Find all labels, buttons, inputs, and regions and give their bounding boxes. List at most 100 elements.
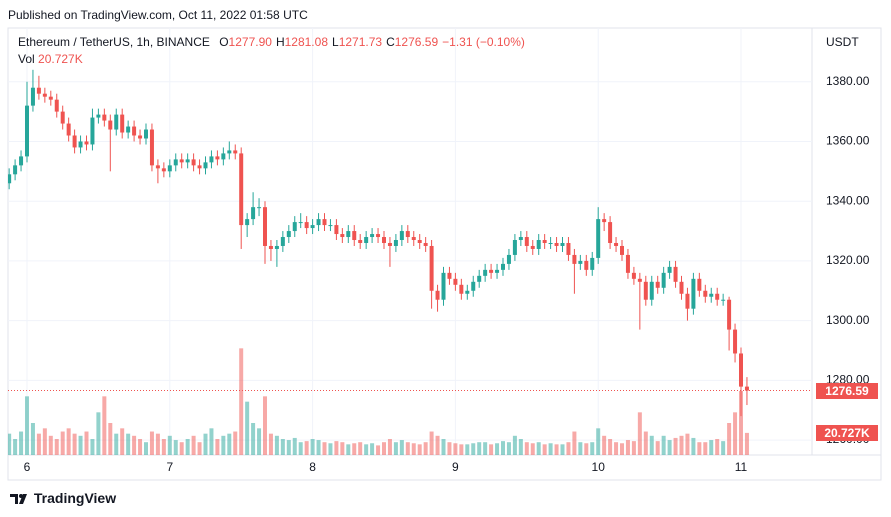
candle-body (179, 159, 184, 163)
volume-bar (114, 433, 119, 455)
candle-body (441, 272, 446, 300)
volume-bar (8, 433, 12, 455)
volume-bar (417, 444, 422, 455)
volume-bar (102, 396, 107, 455)
volume-bar (727, 423, 732, 455)
candle-body (506, 254, 511, 264)
ohlc-value: 1276.59 (394, 35, 439, 49)
volume-bar (536, 442, 541, 455)
candle-body (501, 263, 505, 270)
candle-body (405, 231, 410, 238)
candle-body (340, 234, 345, 238)
volume-bar (96, 412, 101, 455)
candle-body (8, 174, 12, 184)
candle-body (251, 207, 256, 220)
volume-bar (560, 444, 565, 455)
candle-body (102, 114, 107, 121)
candle-body (155, 165, 160, 169)
volume-bar (715, 439, 720, 455)
candle-body (560, 242, 565, 246)
volume-bar (197, 442, 202, 455)
candle-body (590, 257, 595, 270)
volume-bar (78, 435, 83, 455)
y-tick-label: 1340.00 (826, 193, 870, 207)
volume-bar (233, 431, 238, 455)
y-tick-label: 1320.00 (826, 253, 870, 267)
candle-body (477, 275, 482, 282)
candle-body (489, 269, 494, 273)
volume-bar (120, 428, 125, 455)
candle-body (132, 126, 137, 136)
candle-body (268, 245, 273, 249)
candle-body (566, 242, 571, 255)
candle-body (185, 159, 190, 163)
chart-frame (7, 27, 882, 481)
volume-bar (215, 439, 220, 455)
volume-bar (90, 439, 95, 455)
volume-bar (608, 439, 613, 455)
candle-body (316, 219, 321, 226)
volume-bar (352, 443, 357, 455)
candle-body (625, 254, 630, 273)
candle-body (72, 135, 77, 148)
candle-body (495, 269, 500, 273)
brand-logo[interactable]: TradingView (10, 490, 116, 506)
plot (8, 69, 749, 455)
candle-body (376, 234, 381, 238)
volume-bar (84, 431, 89, 455)
volume-bar (602, 435, 607, 455)
volume-bar (138, 439, 143, 455)
volume-bar (625, 440, 630, 455)
volume-bar (66, 428, 71, 455)
candle-body (554, 242, 559, 246)
volume-bar (263, 396, 267, 455)
volume-bar (13, 439, 18, 455)
candle-body (744, 386, 749, 391)
candle-body (602, 219, 607, 223)
candle-body (667, 266, 672, 273)
last-price-tag: 1276.59 (816, 382, 878, 399)
volume-bar (54, 439, 59, 455)
candle-body (703, 290, 708, 297)
candle-body (126, 126, 131, 133)
candle-body (60, 111, 65, 124)
candle-body (399, 231, 404, 241)
candle-body (584, 260, 589, 270)
volume-bar (423, 442, 428, 455)
candle-body (370, 234, 375, 238)
x-tick-label: 7 (166, 460, 173, 474)
candle-body (637, 278, 642, 282)
candle-body (673, 266, 678, 282)
symbol-legend: Ethereum / TetherUS, 1h, BINANCE O1277.9… (18, 35, 525, 49)
volume-bar (292, 437, 297, 455)
last-volume-tag: 20.727K (816, 424, 878, 441)
ohlc-change: −1.31 (−0.10%) (442, 35, 525, 49)
candle-body (655, 281, 660, 288)
volume-bar (274, 435, 279, 455)
candle-body (483, 269, 488, 276)
volume-bar (483, 442, 488, 455)
volume-bar (620, 443, 624, 455)
volume-bar (387, 439, 392, 455)
candle-body (173, 159, 178, 166)
candle-body (548, 242, 553, 244)
volume-bar (524, 442, 529, 455)
candle-body (453, 278, 458, 285)
volume-bar (673, 437, 678, 455)
volume-bar (334, 441, 339, 455)
candle-body (138, 135, 143, 139)
candle-body (739, 353, 743, 387)
candle-body (358, 240, 363, 243)
x-tick-label: 11 (735, 460, 748, 474)
volume-bar (251, 423, 256, 455)
candle-body (643, 281, 648, 300)
volume-bar (578, 442, 583, 455)
brand: TradingView (33, 490, 117, 506)
volume-bar (370, 443, 375, 455)
candle-body (364, 237, 369, 243)
candle-body (578, 260, 583, 264)
candle-body (679, 281, 684, 294)
candle-body (263, 207, 267, 246)
volume-bar (542, 444, 547, 455)
